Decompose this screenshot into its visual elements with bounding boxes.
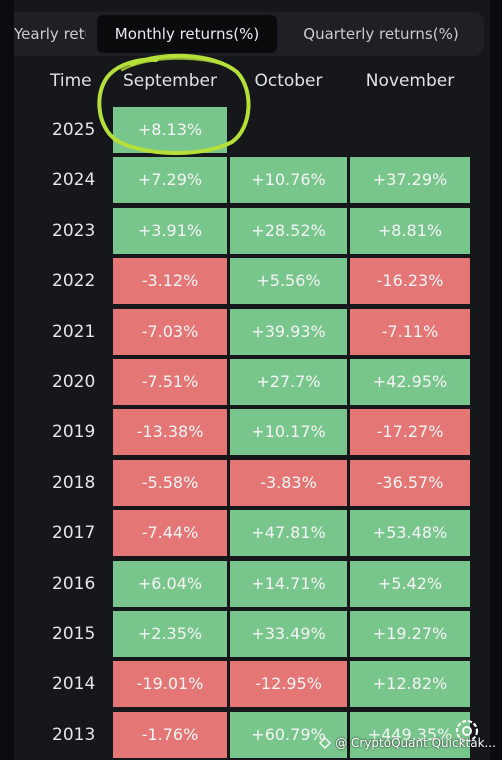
return-cell: +5.42% [350,560,470,607]
year-label: 2015 [52,624,96,644]
tab-quarterly-label: Quarterly returns(%) [303,25,459,43]
return-cell: -19.01% [113,661,227,708]
returns-tabbar: Yearly returns(%) Monthly returns(%) Qua… [14,12,484,56]
return-cell: +5.56% [230,258,347,305]
return-cell: +3.91% [113,207,227,254]
return-cell: -17.27% [350,409,470,456]
time-column-header: Time [50,71,92,91]
table-row: 2017 -7.44% +47.81% +53.48% [14,510,490,557]
return-cell: +33.49% [230,611,347,657]
year-label: 2019 [52,422,96,443]
table-row: 2024 +7.29% +10.76% +37.29% [14,157,490,204]
cryptoquant-logo-icon [319,737,332,749]
return-cell: +37.29% [350,157,470,204]
return-cell: -36.57% [350,459,470,506]
return-cell: -3.83% [230,459,347,506]
return-cell: -13.38% [113,409,227,456]
table-row: 2022 -3.12% +5.56% -16.23% [14,258,490,305]
october-column-header: October [254,71,323,91]
return-cell: -7.03% [113,308,227,355]
year-label: 2013 [52,724,96,745]
table-row: 2016 +6.04% +14.71% +5.42% [14,560,490,607]
return-cell: -3.12% [113,258,227,305]
year-label: 2017 [52,523,96,544]
watermark: @ CryptoQuant Quicktak... [319,736,496,750]
table-row: 2013 -1.76% +60.79% +449.35% [14,711,490,758]
settings-icon[interactable] [454,718,480,744]
return-cell: +8.13% [113,107,227,153]
table-row: 2021 -7.03% +39.93% -7.11% [14,308,490,355]
year-label: 2018 [52,472,96,493]
tab-yearly-label: Yearly returns(%) [14,25,86,43]
return-cell: +42.95% [350,359,470,405]
return-cell: +19.27% [350,611,470,657]
return-cell: +47.81% [230,510,347,557]
november-column-header: November [365,71,455,91]
return-cell: -7.44% [113,510,227,557]
table-row: 2025 +8.13% [14,107,490,153]
return-cell: +6.04% [113,560,227,607]
table-row: 2015 +2.35% +33.49% +19.27% [14,611,490,657]
table-row: 2020 -7.51% +27.7% +42.95% [14,359,490,405]
return-cell: +449.35% [350,711,470,758]
return-cell: +53.48% [350,510,470,557]
return-cell: +2.35% [113,611,227,657]
returns-panel: Yearly returns(%) Monthly returns(%) Qua… [14,0,490,760]
return-cell: -7.11% [350,308,470,355]
year-label: 2024 [52,170,96,191]
tab-quarterly-returns[interactable]: Quarterly returns(%) [296,15,466,53]
return-cell: -1.76% [113,711,227,758]
table-row: 2018 -5.58% -3.83% -36.57% [14,459,490,506]
return-cell: -12.95% [230,661,347,708]
year-label: 2016 [52,573,96,594]
tab-monthly-label: Monthly returns(%) [114,25,260,43]
return-cell: +27.7% [230,359,347,405]
year-label: 2025 [52,120,96,140]
watermark-text: @ CryptoQuant Quicktak... [335,736,496,750]
tab-monthly-returns[interactable]: Monthly returns(%) [97,15,277,53]
table-row: 2019 -13.38% +10.17% -17.27% [14,409,490,456]
year-label: 2023 [52,220,96,241]
year-label: 2014 [52,674,96,695]
year-label: 2020 [52,372,96,392]
return-cell: +7.29% [113,157,227,204]
return-cell: -16.23% [350,258,470,305]
return-cell: +8.81% [350,207,470,254]
year-label: 2022 [52,271,96,292]
return-cell: +28.52% [230,207,347,254]
table-row: 2014 -19.01% -12.95% +12.82% [14,661,490,708]
return-cell: +60.79% [230,711,347,758]
table-row: 2023 +3.91% +28.52% +8.81% [14,207,490,254]
tab-yearly-returns[interactable]: Yearly returns(%) [14,15,86,53]
september-column-header: September [123,71,217,91]
return-cell: +14.71% [230,560,347,607]
return-cell: -7.51% [113,359,227,405]
return-cell: +39.93% [230,308,347,355]
return-cell: +10.76% [230,157,347,204]
return-cell: -5.58% [113,459,227,506]
return-cell: +10.17% [230,409,347,456]
year-label: 2021 [52,321,96,342]
return-cell: +12.82% [350,661,470,708]
